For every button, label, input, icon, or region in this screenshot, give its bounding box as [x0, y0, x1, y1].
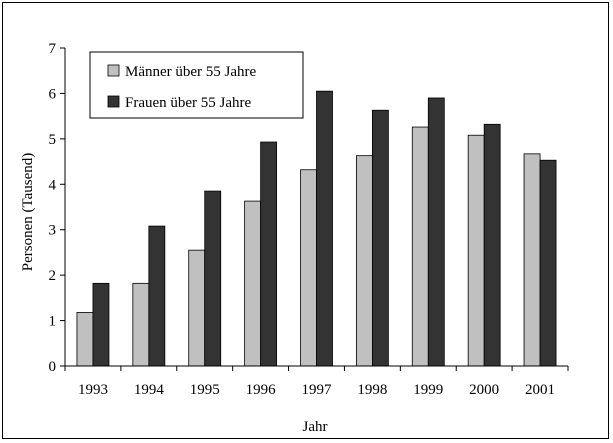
bar-women-2001	[539, 159, 557, 367]
bar-women-1996	[260, 141, 278, 367]
bar-men-1997	[300, 169, 317, 367]
bar-men-1998	[355, 155, 373, 367]
bars	[76, 90, 557, 367]
y-axis-label: Personen (Tausend)	[20, 153, 36, 272]
bar-women-1999	[427, 97, 445, 367]
x-tick-label-1998: 1998	[357, 382, 387, 398]
legend-box	[89, 51, 304, 119]
y-tick-label: 6	[49, 86, 57, 102]
y-tick-label: 5	[49, 132, 57, 148]
bar-women-1998	[371, 109, 389, 367]
bar-women-1993	[92, 282, 110, 367]
bar-men-1999	[411, 126, 429, 367]
x-axis-label: Jahr	[303, 419, 328, 435]
bar-women-1997	[316, 90, 333, 367]
legend-swatch-men	[107, 64, 120, 77]
bar-men-1995	[188, 249, 206, 367]
bar-men-1994	[132, 282, 150, 367]
y-axis-ticks: 0 1 2 3 4 5 6 7	[49, 41, 65, 375]
bar-women-1995	[204, 190, 222, 367]
x-tick-label-1999: 1999	[413, 382, 443, 398]
y-tick-label: 4	[49, 177, 57, 193]
y-tick-label: 2	[49, 268, 57, 284]
x-axis-ticks: 1993 1994 1995 1996 1997 1998 1999 2000 2001	[64, 366, 569, 398]
legend: Männer über 55 Jahre Frauen über 55 Jahr…	[89, 51, 304, 119]
x-tick-label-1994: 1994	[134, 382, 165, 398]
y-tick-label: 7	[49, 41, 57, 57]
x-tick-label-2000: 2000	[469, 382, 499, 398]
x-tick-label-1997: 1997	[302, 382, 333, 398]
legend-label-women: Frauen über 55 Jahre	[125, 95, 252, 111]
bar-men-1993	[76, 311, 94, 367]
bar-women-1994	[148, 225, 166, 367]
y-tick-label: 1	[49, 314, 57, 330]
bar-men-2001	[523, 153, 541, 367]
x-tick-label-1993: 1993	[78, 382, 108, 398]
x-tick-label-1996: 1996	[246, 382, 277, 398]
legend-label-men: Männer über 55 Jahre	[125, 64, 257, 80]
x-tick-label-1995: 1995	[190, 382, 220, 398]
x-tick-label-2001: 2001	[525, 382, 555, 398]
y-tick-label: 0	[49, 359, 57, 375]
legend-swatch-women	[107, 95, 120, 108]
y-tick-label: 3	[49, 223, 57, 239]
bar-men-1996	[244, 200, 262, 367]
bar-women-2000	[483, 123, 501, 367]
bar-men-2000	[467, 134, 485, 367]
